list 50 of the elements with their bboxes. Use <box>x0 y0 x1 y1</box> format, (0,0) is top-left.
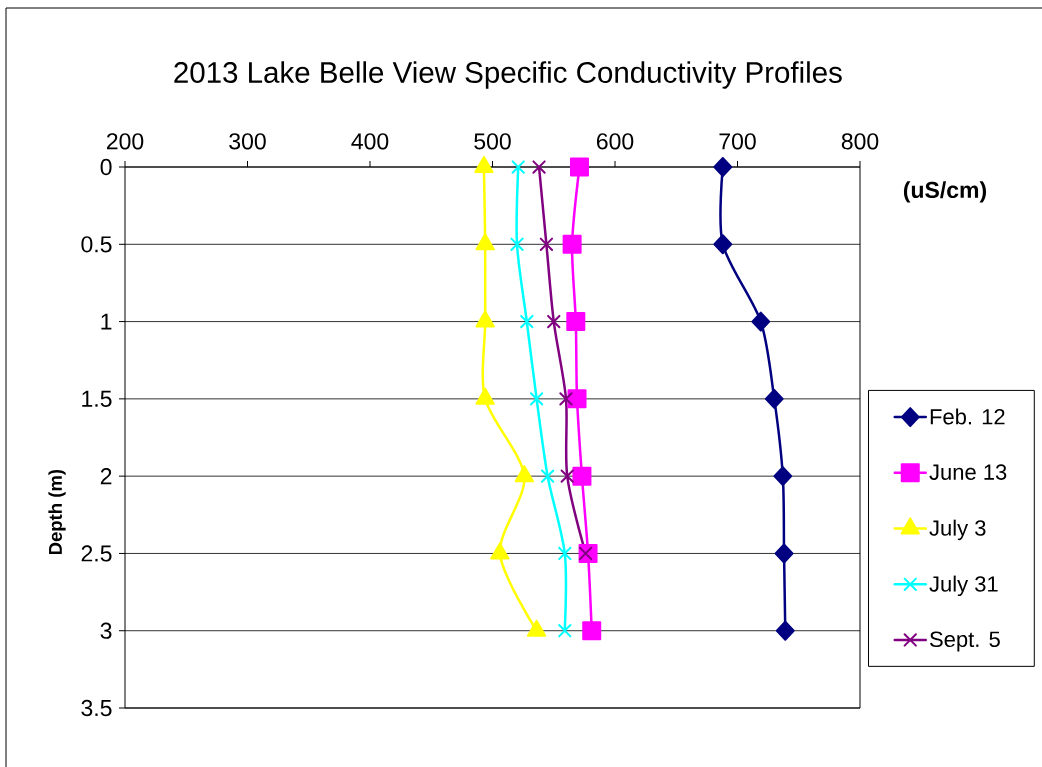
point <box>582 621 602 641</box>
point <box>773 466 793 487</box>
point <box>547 314 561 329</box>
y-tick-label: 3 <box>100 622 112 639</box>
point <box>558 624 572 638</box>
x-axis-title: (uS/cm) <box>903 181 986 203</box>
y-tick-label: 1 <box>101 313 112 330</box>
point <box>713 157 733 178</box>
x-tick-label: 500 <box>474 133 511 150</box>
x-tick-label: 200 <box>106 133 144 150</box>
point <box>529 392 544 406</box>
y-axis-title: Depth (m) <box>48 469 66 555</box>
point <box>511 160 525 174</box>
y-tick-label: 0 <box>100 158 112 176</box>
legend-label: Feb. 12 <box>930 408 1005 425</box>
point <box>540 469 555 483</box>
chart-title: 2013 Lake Belle View Specific Conductivity Profiles <box>174 61 842 89</box>
x-tick-label: 700 <box>719 133 756 150</box>
point <box>560 469 574 483</box>
y-tick-label: 2 <box>100 468 112 485</box>
point <box>539 237 554 251</box>
x-tick-label: 600 <box>596 133 634 150</box>
y-tick-label: 3.5 <box>81 699 112 717</box>
point <box>764 388 784 409</box>
legend-label: June 13 <box>929 464 1007 480</box>
point <box>474 156 494 174</box>
point <box>558 546 572 561</box>
y-tick-label: 1.5 <box>82 390 112 407</box>
legend-label: July 31 <box>929 575 998 597</box>
point <box>567 389 587 409</box>
x-tick-label: 400 <box>351 133 389 150</box>
x-tick-label: 300 <box>229 133 266 150</box>
legend-label: Sept. 5 <box>930 631 1000 652</box>
point <box>713 234 733 255</box>
point <box>569 157 589 177</box>
point <box>578 546 593 561</box>
point <box>751 311 771 332</box>
y-tick-label: 0.5 <box>81 236 112 253</box>
point <box>775 620 795 641</box>
point <box>774 543 794 564</box>
legend-label: July 3 <box>929 519 986 541</box>
point <box>520 314 534 329</box>
point <box>532 160 546 174</box>
point <box>572 466 592 486</box>
point <box>562 234 582 254</box>
point <box>559 392 573 406</box>
y-tick-label: 2.5 <box>81 545 112 562</box>
point <box>566 312 586 332</box>
x-tick-label: 800 <box>841 133 879 150</box>
point <box>510 237 524 251</box>
